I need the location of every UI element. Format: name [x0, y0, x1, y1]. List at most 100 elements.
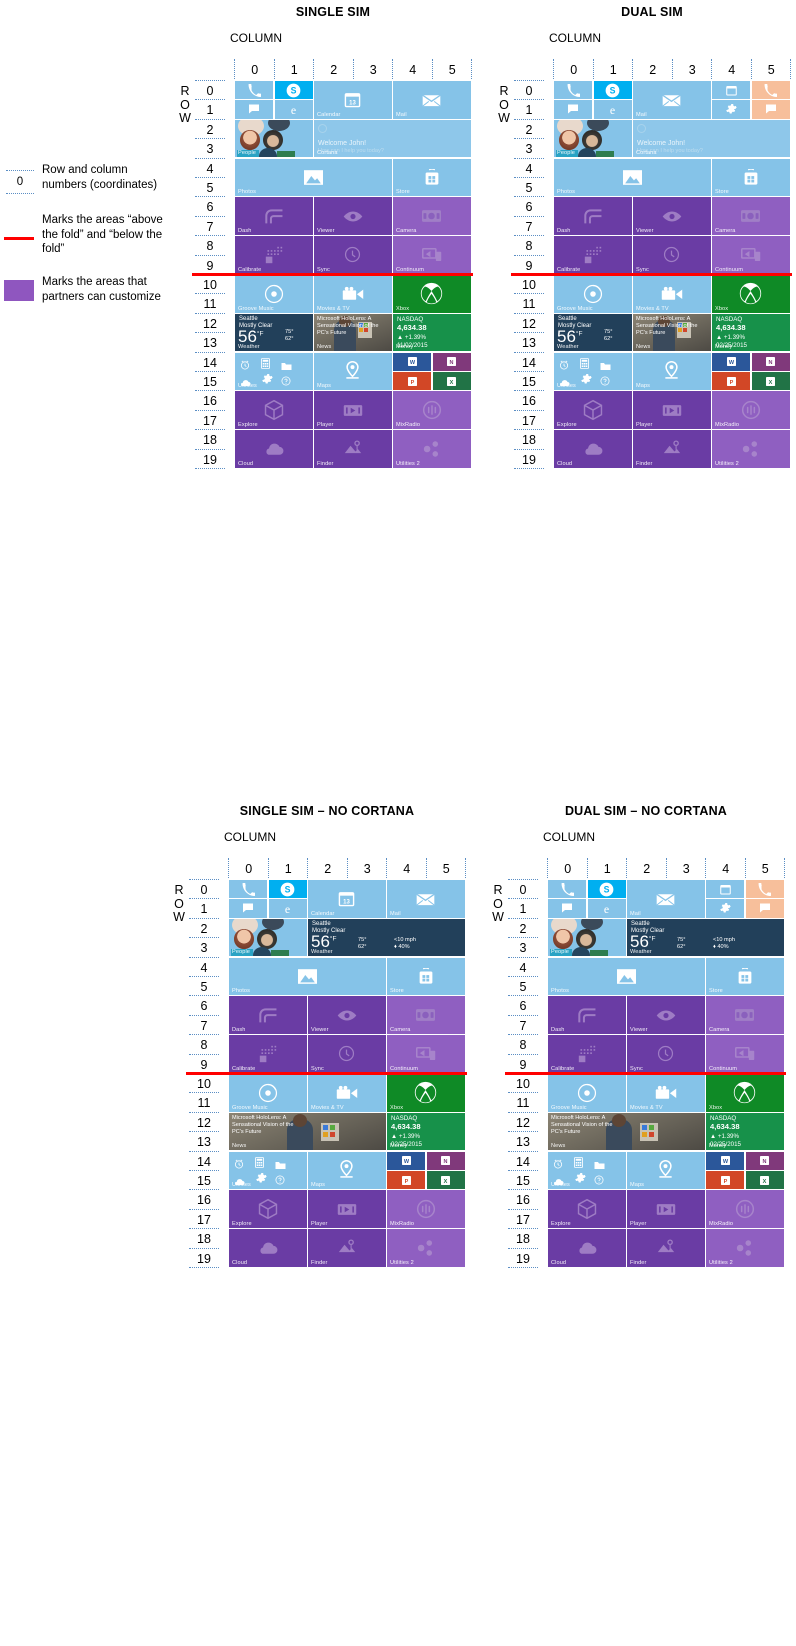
store-tile[interactable]: Store — [712, 158, 790, 197]
viewer-tile[interactable]: Viewer — [627, 996, 705, 1034]
mixradio-tile[interactable]: MixRadio — [712, 391, 790, 429]
excel-tile[interactable]: X — [432, 372, 471, 391]
sync-tile[interactable]: Sync — [633, 236, 711, 274]
messaging-tile[interactable] — [229, 899, 268, 918]
sync-tile[interactable]: Sync — [308, 1035, 386, 1073]
mail-tile[interactable]: Mail — [627, 880, 705, 918]
phone-tile[interactable] — [235, 81, 274, 100]
messaging-tile[interactable] — [548, 899, 587, 918]
people-tile[interactable]: People — [235, 119, 313, 158]
powerpoint-tile[interactable]: P — [393, 372, 432, 391]
skype-tile[interactable]: S — [593, 81, 632, 100]
extra-tile[interactable]: Utilities 2 — [393, 430, 471, 468]
groove-music-tile[interactable]: Groove Music — [548, 1074, 626, 1112]
people-tile[interactable]: People — [554, 119, 632, 158]
finder-tile[interactable]: Finder — [308, 1229, 386, 1267]
weather-wide-tile[interactable]: Seattle Mostly Clear 56°F 75° 62° <10 mph ♦ 40… — [627, 918, 784, 957]
calibrate-tile[interactable]: Calibrate — [548, 1035, 626, 1073]
groove-music-tile[interactable]: Groove Music — [554, 275, 632, 313]
xbox-tile[interactable]: Xbox — [712, 275, 790, 313]
explore-tile[interactable]: Explore — [554, 391, 632, 429]
xbox-tile[interactable]: Xbox — [387, 1074, 465, 1112]
viewer-tile[interactable]: Viewer — [314, 197, 392, 235]
cloud-tile[interactable]: Cloud — [554, 430, 632, 468]
groove-music-tile[interactable]: Groove Music — [229, 1074, 307, 1112]
news-tile[interactable]: Microsoft HoloLens: A Sensational Vision… — [229, 1112, 386, 1151]
settings-tile[interactable] — [712, 100, 751, 119]
utilities-tile[interactable]: Utilities — [554, 352, 632, 391]
maps-tile[interactable]: Maps — [633, 352, 711, 391]
photos-tile[interactable]: Photos — [548, 957, 705, 996]
player-tile[interactable]: Player — [633, 391, 711, 429]
continuum-tile[interactable]: Continuum — [712, 236, 790, 274]
xbox-tile[interactable]: Xbox — [706, 1074, 784, 1112]
news-tile[interactable]: Microsoft HoloLens: A Sensational Vision… — [633, 313, 711, 352]
player-tile[interactable]: Player — [308, 1190, 386, 1228]
phone-tile[interactable] — [554, 81, 593, 100]
photos-tile[interactable]: Photos — [554, 158, 711, 197]
finder-tile[interactable]: Finder — [627, 1229, 705, 1267]
utilities-tile[interactable]: Utilities — [235, 352, 313, 391]
mixradio-tile[interactable]: MixRadio — [393, 391, 471, 429]
calendar-small-tile[interactable] — [706, 880, 745, 899]
money-tile[interactable]: NASDAQ 4,634.38 ▲ +1.39% 11/02/2015 Money — [393, 313, 471, 352]
continuum-tile[interactable]: Continuum — [387, 1035, 465, 1073]
dash-tile[interactable]: Dash — [548, 996, 626, 1034]
viewer-tile[interactable]: Viewer — [308, 996, 386, 1034]
movies-tv-tile[interactable]: Movies & TV — [627, 1074, 705, 1112]
viewer-tile[interactable]: Viewer — [633, 197, 711, 235]
settings-tile[interactable] — [706, 899, 745, 918]
camera-tile[interactable]: Camera — [712, 197, 790, 235]
word-tile[interactable]: W — [706, 1151, 745, 1170]
calibrate-tile[interactable]: Calibrate — [235, 236, 313, 274]
phone-tile[interactable] — [548, 880, 587, 899]
skype-tile[interactable]: S — [587, 880, 626, 899]
groove-music-tile[interactable]: Groove Music — [235, 275, 313, 313]
movies-tv-tile[interactable]: Movies & TV — [633, 275, 711, 313]
movies-tv-tile[interactable]: Movies & TV — [308, 1074, 386, 1112]
edge-tile[interactable]: e — [587, 899, 626, 918]
people-tile[interactable]: People — [548, 918, 626, 957]
maps-tile[interactable]: Maps — [308, 1151, 386, 1190]
continuum-tile[interactable]: Continuum — [706, 1035, 784, 1073]
cortana-tile[interactable]: Welcome John! How can I help you today? Co… — [314, 119, 471, 158]
player-tile[interactable]: Player — [627, 1190, 705, 1228]
mail-tile[interactable]: Mail — [393, 81, 471, 119]
photos-tile[interactable]: Photos — [235, 158, 392, 197]
dual-messaging-tile[interactable] — [745, 899, 784, 918]
powerpoint-tile[interactable]: P — [712, 372, 751, 391]
onenote-tile[interactable]: N — [745, 1151, 784, 1170]
weather-tile[interactable]: Seattle Mostly Clear 56°F 75° 62° Weather — [235, 313, 313, 352]
money-tile[interactable]: NASDAQ 4,634.38 ▲ +1.39% 02/25/2015 Money — [387, 1112, 465, 1151]
excel-tile[interactable]: X — [751, 372, 790, 391]
dash-tile[interactable]: Dash — [235, 197, 313, 235]
weather-wide-tile[interactable]: Seattle Mostly Clear 56°F 75° 62° <10 mph ♦ 40… — [308, 918, 465, 957]
word-tile[interactable]: W — [393, 352, 432, 371]
calibrate-tile[interactable]: Calibrate — [229, 1035, 307, 1073]
sync-tile[interactable]: Sync — [627, 1035, 705, 1073]
finder-tile[interactable]: Finder — [314, 430, 392, 468]
extra-tile[interactable]: Utilities 2 — [706, 1229, 784, 1267]
dash-tile[interactable]: Dash — [554, 197, 632, 235]
explore-tile[interactable]: Explore — [229, 1190, 307, 1228]
store-tile[interactable]: Store — [706, 957, 784, 996]
camera-tile[interactable]: Camera — [387, 996, 465, 1034]
news-tile[interactable]: Microsoft HoloLens: A Sensational Vision… — [314, 313, 392, 352]
onenote-tile[interactable]: N — [751, 352, 790, 371]
powerpoint-tile[interactable]: P — [706, 1171, 745, 1190]
excel-tile[interactable]: X — [745, 1171, 784, 1190]
maps-tile[interactable]: Maps — [314, 352, 392, 391]
excel-tile[interactable]: X — [426, 1171, 465, 1190]
calibrate-tile[interactable]: Calibrate — [554, 236, 632, 274]
camera-tile[interactable]: Camera — [393, 197, 471, 235]
messaging-tile[interactable] — [235, 100, 274, 119]
player-tile[interactable]: Player — [314, 391, 392, 429]
finder-tile[interactable]: Finder — [633, 430, 711, 468]
movies-tv-tile[interactable]: Movies & TV — [314, 275, 392, 313]
money-tile[interactable]: NASDAQ 4,634.38 ▲ +1.39% 02/25/2015 Money — [712, 313, 790, 352]
continuum-tile[interactable]: Continuum — [393, 236, 471, 274]
mixradio-tile[interactable]: MixRadio — [387, 1190, 465, 1228]
phone-tile[interactable] — [229, 880, 268, 899]
maps-tile[interactable]: Maps — [627, 1151, 705, 1190]
people-tile[interactable]: People — [229, 918, 307, 957]
